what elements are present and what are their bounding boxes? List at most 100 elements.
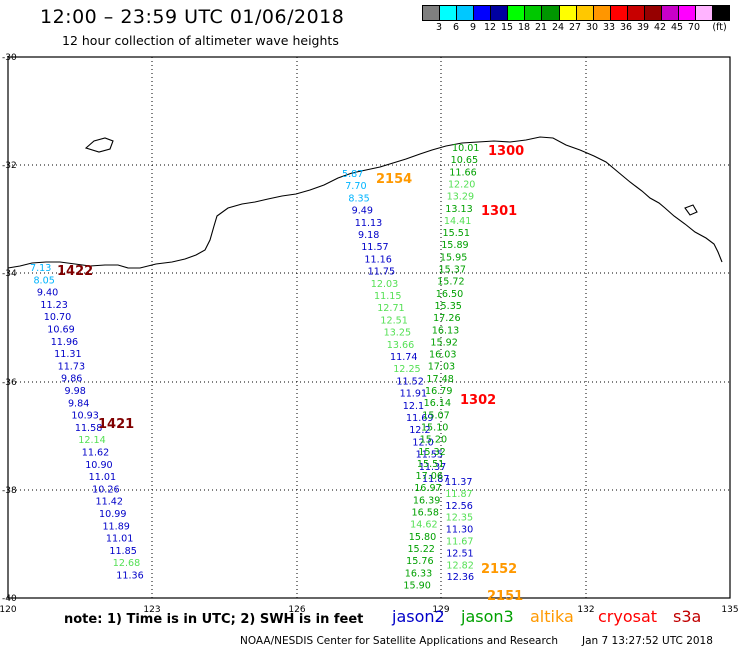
wave-height-value: 11.37 — [419, 462, 446, 473]
scale-swatch — [525, 6, 543, 20]
wave-height-value: 15.37 — [439, 265, 466, 276]
wave-height-value: 11.52 — [396, 376, 423, 387]
lat-tick-label: -40 — [2, 594, 17, 604]
scale-swatch — [713, 6, 730, 20]
wave-height-value: 12.71 — [377, 303, 404, 314]
wave-height-value: 13.29 — [447, 192, 474, 203]
wave-height-value: 16.03 — [429, 350, 456, 361]
wave-height-value: 10.65 — [451, 155, 478, 166]
wave-height-value: 15.80 — [409, 532, 436, 543]
wave-height-value: 11.67 — [446, 537, 473, 548]
scale-label: 18 — [517, 22, 531, 33]
wave-height-tracks: 7.138.059.4011.2310.7010.6911.9611.3111.… — [30, 143, 479, 591]
legend-jason3: jason3 — [461, 607, 514, 626]
scale-label: 24 — [551, 22, 565, 33]
map-title: 12:00 – 23:59 UTC 01/06/2018 — [40, 6, 345, 28]
wave-height-value: 9.98 — [65, 386, 86, 397]
wave-height-value: 9.86 — [61, 374, 82, 385]
wave-height-value: 11.36 — [116, 571, 143, 582]
wave-height-value: 13.13 — [445, 204, 472, 215]
wave-height-value: 11.74 — [390, 352, 417, 363]
lon-tick-label: 135 — [721, 605, 738, 615]
wave-height-value: 14.62 — [410, 520, 437, 531]
wave-height-value: 12.25 — [393, 364, 420, 375]
wave-height-value: 15.95 — [440, 252, 467, 263]
wave-height-value: 15.92 — [430, 337, 457, 348]
scale-label: 21 — [534, 22, 548, 33]
wave-height-value: 15.90 — [403, 580, 430, 591]
wave-height-value: 10.99 — [99, 509, 126, 520]
wave-height-value: 11.87 — [445, 489, 472, 500]
wave-height-value: 12.56 — [445, 501, 472, 512]
lon-tick-label: 129 — [432, 605, 449, 615]
wave-height-value: 11.87 — [422, 474, 449, 485]
wave-height-value: 15.10 — [421, 422, 448, 433]
wave-height-value: 17.03 — [428, 362, 455, 373]
legend-jason2: jason2 — [392, 607, 445, 626]
wave-height-value: 15.07 — [422, 410, 449, 421]
wave-height-value: 15.72 — [437, 277, 464, 288]
wave-height-value: 10.90 — [85, 460, 112, 471]
wave-height-value: 10.01 — [452, 143, 479, 154]
lon-tick-label: 123 — [143, 605, 160, 615]
wave-height-value: 11.42 — [96, 497, 123, 508]
pass-number: 2154 — [376, 172, 412, 187]
pass-number: 1422 — [57, 264, 93, 279]
wave-height-value: 17.26 — [433, 313, 460, 324]
lat-tick-label: -32 — [2, 161, 17, 171]
wave-height-value: 5.87 — [342, 169, 363, 180]
scale-label: 70 — [687, 22, 701, 33]
scale-swatch — [457, 6, 475, 20]
wave-height-value: 10.69 — [47, 325, 74, 336]
scale-label: 42 — [653, 22, 667, 33]
pass-numbers: 1300 2154 1301 1422 1302 1421 2152 2151 — [57, 144, 524, 604]
wave-height-value: 11.57 — [361, 242, 388, 253]
wave-height-value: 15.51 — [443, 228, 470, 239]
map-subtitle: 12 hour collection of altimeter wave hei… — [62, 33, 339, 48]
wave-height-value: 15.51 — [417, 459, 444, 470]
scale-swatch — [610, 6, 628, 20]
wave-height-value: 12.1 — [403, 401, 424, 412]
scale-swatch — [696, 6, 714, 20]
wave-height-value: 11.01 — [89, 472, 116, 483]
scale-swatch — [508, 6, 526, 20]
wave-height-value: 11.30 — [446, 525, 473, 536]
wave-height-value: 11.75 — [368, 267, 395, 278]
wave-height-value: 11.58 — [75, 423, 102, 434]
wave-height-value: 9.49 — [352, 206, 373, 217]
scale-label: 36 — [619, 22, 633, 33]
wave-height-value: 11.69 — [406, 413, 433, 424]
wave-height-value: 15.89 — [441, 240, 468, 251]
scale-label: 12 — [483, 22, 497, 33]
wave-height-value: 14.41 — [444, 216, 471, 227]
wave-height-value: 13.66 — [387, 340, 414, 351]
pass-number: 1421 — [98, 417, 134, 432]
scale-label: 27 — [568, 22, 582, 33]
map-frame — [7, 56, 731, 599]
scale-swatch — [542, 6, 560, 20]
wave-height-value: 12.14 — [78, 435, 105, 446]
scale-swatch — [440, 6, 458, 20]
legend-s3a: s3a — [673, 607, 702, 626]
wave-height-value: 9.40 — [37, 288, 58, 299]
wave-height-value: 16.33 — [405, 568, 432, 579]
scale-unit: (ft) — [712, 22, 727, 33]
wave-height-value: 13.25 — [384, 328, 411, 339]
scale-label: 15 — [500, 22, 514, 33]
wave-height-value: 8.35 — [348, 193, 369, 204]
wave-height-value: 11.55 — [416, 450, 443, 461]
wave-height-value: 12.35 — [446, 513, 473, 524]
pass-number: 2151 — [487, 589, 523, 604]
wave-height-value: 7.13 — [30, 263, 51, 274]
scale-swatch — [661, 6, 679, 20]
wave-height-value: 11.91 — [400, 389, 427, 400]
coastline-island-1 — [84, 137, 114, 153]
scale-swatch — [627, 6, 645, 20]
lon-tick-label: 132 — [577, 605, 594, 615]
wave-height-value: 11.13 — [355, 218, 382, 229]
wave-height-value: 10.93 — [71, 411, 98, 422]
wave-height-value: 15.76 — [406, 556, 433, 567]
wave-height-value: 16.58 — [412, 508, 439, 519]
wave-height-value: 12.03 — [371, 279, 398, 290]
